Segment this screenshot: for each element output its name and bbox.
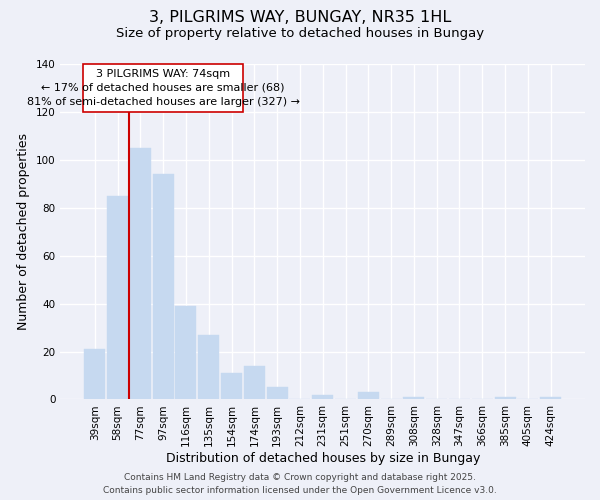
Bar <box>221 373 242 400</box>
Bar <box>312 394 333 400</box>
Y-axis label: Number of detached properties: Number of detached properties <box>17 133 30 330</box>
Bar <box>403 397 424 400</box>
Bar <box>107 196 128 400</box>
Bar <box>358 392 379 400</box>
Bar <box>198 335 219 400</box>
Text: Contains HM Land Registry data © Crown copyright and database right 2025.
Contai: Contains HM Land Registry data © Crown c… <box>103 473 497 495</box>
Bar <box>494 397 515 400</box>
Text: Size of property relative to detached houses in Bungay: Size of property relative to detached ho… <box>116 28 484 40</box>
Bar <box>244 366 265 400</box>
Bar <box>540 397 561 400</box>
X-axis label: Distribution of detached houses by size in Bungay: Distribution of detached houses by size … <box>166 452 480 465</box>
Text: 3, PILGRIMS WAY, BUNGAY, NR35 1HL: 3, PILGRIMS WAY, BUNGAY, NR35 1HL <box>149 10 451 25</box>
Text: 3 PILGRIMS WAY: 74sqm
← 17% of detached houses are smaller (68)
81% of semi-deta: 3 PILGRIMS WAY: 74sqm ← 17% of detached … <box>26 69 299 107</box>
Bar <box>84 349 105 400</box>
Bar <box>130 148 151 400</box>
Bar <box>83 64 243 112</box>
Bar <box>175 306 196 400</box>
Bar <box>266 388 287 400</box>
Bar <box>152 174 173 400</box>
